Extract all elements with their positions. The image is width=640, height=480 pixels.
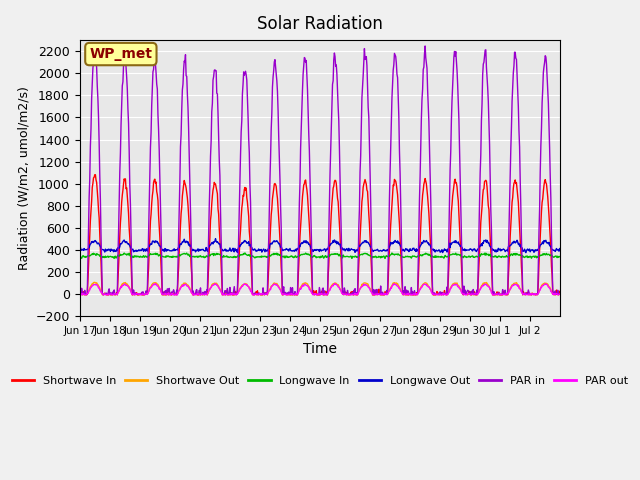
Shortwave In — [246, 228, 253, 234]
Shortwave Out — [556, 291, 563, 297]
Shortwave In — [221, 292, 229, 298]
Longwave In — [76, 253, 84, 259]
Shortwave Out — [369, 291, 377, 297]
Shortwave In — [556, 288, 563, 294]
PAR in — [76, 291, 84, 297]
Legend: Shortwave In, Shortwave Out, Longwave In, Longwave Out, PAR in, PAR out: Shortwave In, Shortwave Out, Longwave In… — [7, 372, 633, 391]
PAR out — [221, 292, 228, 298]
PAR out — [556, 291, 563, 297]
Longwave Out — [245, 239, 253, 244]
Shortwave In — [264, 292, 271, 298]
Longwave In — [556, 254, 563, 260]
Longwave Out — [396, 242, 404, 248]
PAR out — [133, 291, 141, 297]
Shortwave In — [81, 292, 88, 298]
Longwave Out — [76, 245, 84, 251]
Line: Shortwave In: Shortwave In — [80, 175, 559, 295]
Longwave In — [397, 253, 404, 259]
Longwave Out — [212, 236, 220, 241]
PAR out — [370, 291, 378, 297]
PAR in — [556, 291, 563, 297]
PAR out — [397, 288, 404, 294]
Longwave In — [369, 254, 377, 260]
X-axis label: Time: Time — [303, 342, 337, 356]
Line: Longwave In: Longwave In — [80, 253, 559, 258]
Longwave In — [263, 253, 271, 259]
PAR in — [263, 291, 271, 297]
PAR in — [369, 287, 377, 292]
Longwave Out — [556, 246, 563, 252]
PAR in — [221, 288, 228, 294]
Shortwave Out — [91, 279, 99, 285]
PAR out — [76, 292, 84, 298]
Shortwave Out — [76, 291, 84, 297]
PAR in — [421, 43, 429, 49]
Y-axis label: Radiation (W/m2, umol/m2/s): Radiation (W/m2, umol/m2/s) — [17, 86, 30, 270]
Longwave In — [241, 250, 249, 256]
Shortwave In — [134, 292, 141, 298]
PAR in — [77, 291, 85, 297]
Longwave Out — [263, 248, 271, 254]
PAR out — [78, 292, 86, 298]
Shortwave Out — [245, 284, 253, 289]
Text: WP_met: WP_met — [90, 47, 152, 61]
Longwave Out — [369, 249, 377, 254]
PAR in — [133, 291, 141, 297]
Longwave Out — [132, 247, 140, 253]
Shortwave Out — [221, 291, 228, 297]
PAR out — [263, 291, 271, 297]
PAR out — [330, 281, 338, 287]
Longwave In — [381, 255, 389, 261]
Shortwave In — [370, 292, 378, 298]
Longwave Out — [522, 250, 530, 255]
Line: Shortwave Out: Shortwave Out — [80, 282, 559, 294]
Shortwave Out — [396, 286, 404, 291]
PAR out — [245, 284, 253, 289]
Longwave In — [132, 254, 140, 260]
Shortwave In — [76, 290, 84, 296]
Shortwave In — [92, 172, 99, 178]
Longwave In — [245, 252, 253, 258]
Longwave In — [220, 254, 228, 260]
Title: Solar Radiation: Solar Radiation — [257, 15, 383, 33]
Line: PAR out: PAR out — [80, 284, 559, 295]
PAR in — [396, 170, 404, 176]
Line: PAR in: PAR in — [80, 46, 559, 294]
Line: Longwave Out: Longwave Out — [80, 239, 559, 252]
Shortwave Out — [263, 291, 271, 297]
Longwave Out — [221, 246, 228, 252]
Shortwave In — [397, 249, 404, 255]
PAR in — [245, 135, 253, 141]
Shortwave Out — [133, 291, 141, 297]
